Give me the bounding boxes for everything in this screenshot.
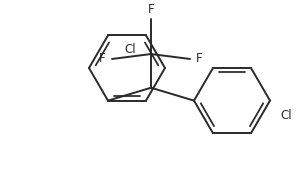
Text: Cl: Cl (124, 43, 136, 56)
Text: F: F (196, 52, 203, 65)
Text: F: F (148, 3, 154, 16)
Text: F: F (99, 52, 106, 65)
Text: Cl: Cl (280, 109, 292, 122)
